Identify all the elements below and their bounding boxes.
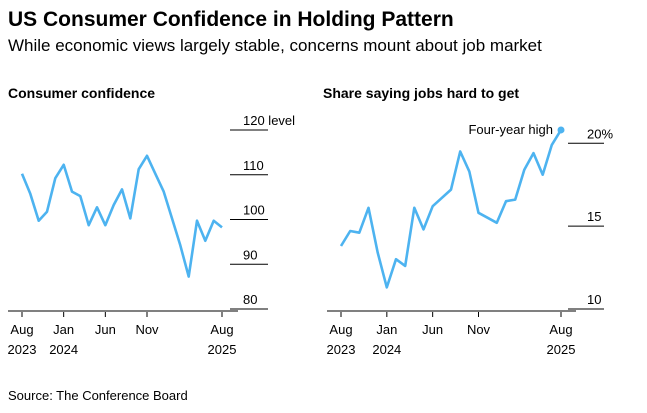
panel-title-consumer-confidence: Consumer confidence [8,85,155,101]
y-tick-label: 10 [587,292,601,307]
source-note: Source: The Conference Board [8,388,188,403]
panel-jobs-hard-to-get: Share saying jobs hard to get 20% 15 10 Au… [323,85,613,357]
x-tick-year-label: 2024 [372,342,401,357]
x-tick-year-label: 2023 [327,342,356,357]
x-tick-label: Jun [422,322,443,337]
panel-consumer-confidence: Consumer confidence 120 level1101009080 … [8,85,296,357]
annotation-marker [557,126,565,134]
x-tick-label: Aug [329,322,352,337]
y-tick-label: 90 [243,247,257,262]
y-tick-label: 15 [587,209,601,224]
x-tick-label: Jan [376,322,397,337]
x-tick-label: Aug [549,322,572,337]
x-tick-label: Aug [210,322,233,337]
panel-title-jobs-hard-to-get: Share saying jobs hard to get [323,85,519,101]
x-tick-label: Nov [467,322,491,337]
y-tick-label: 20% [587,126,613,141]
annotation-label: Four-year high [468,122,553,137]
series-line-jobs-hard-to-get [339,129,563,289]
x-tick-year-label: 2025 [208,342,237,357]
y-tick-label: 100 [243,203,265,218]
x-tick-label: Aug [10,322,33,337]
x-tick-year-label: 2024 [49,342,78,357]
x-tick-year-label: 2023 [8,342,37,357]
x-tick-label: Jun [95,322,116,337]
y-tick-label: 80 [243,292,257,307]
x-tick-year-label: 2025 [547,342,576,357]
y-tick-label: 120 level [243,113,295,128]
x-tick-label: Nov [135,322,159,337]
chart-subtitle: While economic views largely stable, con… [8,36,542,55]
x-tick-label: Jan [53,322,74,337]
series-line-consumer-confidence [20,154,223,278]
y-tick-label: 110 [243,158,264,173]
chart-title: US Consumer Confidence in Holding Patter… [8,8,454,31]
